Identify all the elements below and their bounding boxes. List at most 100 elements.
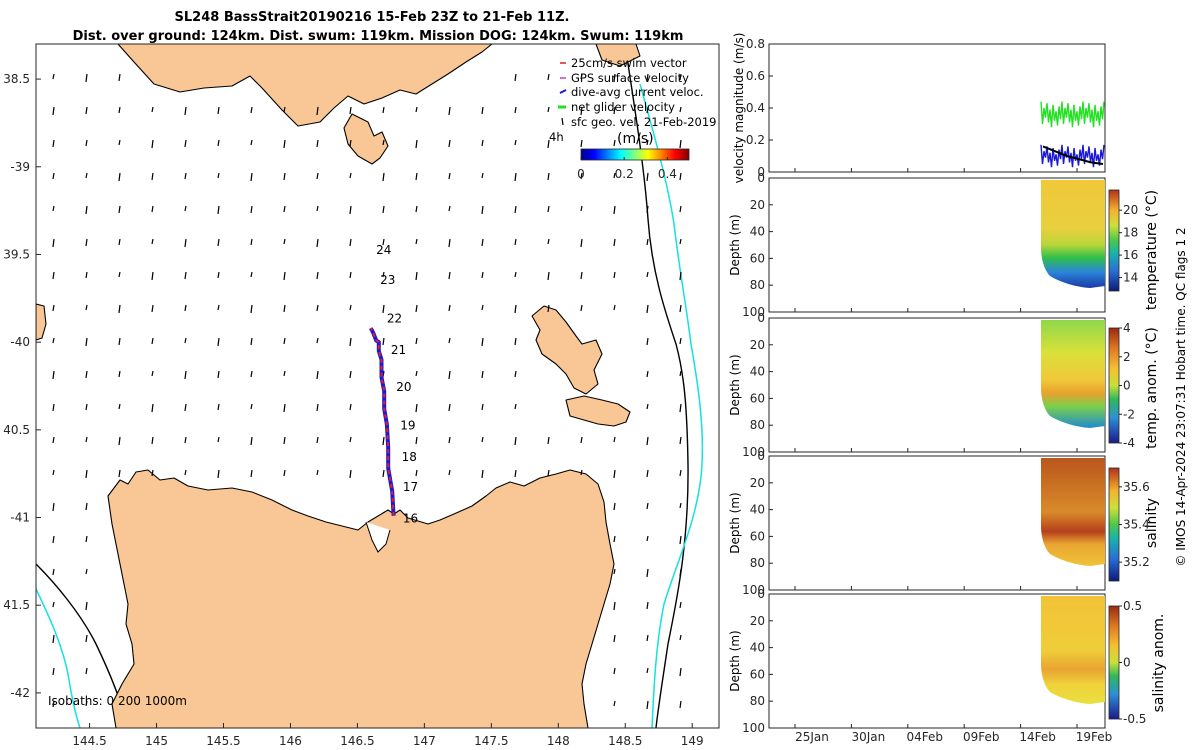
- current-vector: [316, 469, 319, 476]
- current-vector: [646, 535, 649, 542]
- current-vector: [217, 172, 220, 179]
- current-vector: [481, 370, 484, 379]
- current-vector: [118, 370, 121, 378]
- current-vector: [316, 436, 319, 444]
- current-vector: [514, 205, 517, 214]
- current-vector: [349, 403, 352, 411]
- current-vector: [382, 304, 385, 314]
- current-vector: [613, 634, 616, 643]
- land-wilsons-promontory: [343, 113, 389, 165]
- track-day-label: 23: [380, 273, 395, 287]
- current-vector: [217, 370, 220, 379]
- current-vector: [217, 469, 220, 479]
- current-vector: [85, 634, 88, 643]
- current-vector: [118, 106, 121, 114]
- current-vector: [415, 172, 418, 181]
- current-vector: [679, 535, 682, 545]
- velocity-y-tick-label: 0.6: [746, 69, 765, 83]
- current-vector: [151, 337, 154, 345]
- current-vector: [52, 634, 55, 644]
- velocity-dive-avg-series: [1040, 144, 1105, 168]
- current-vector: [316, 304, 319, 312]
- depth-tick-label: 100: [742, 721, 765, 735]
- current-vector: [613, 205, 616, 215]
- current-vector: [613, 601, 616, 611]
- map-title-line2: Dist. over ground: 124km. Dist. swum: 11…: [73, 29, 684, 44]
- colorbar-tick-label: -2: [1123, 407, 1135, 421]
- current-vector: [85, 568, 88, 575]
- time-axis: 25Jan 30Jan 04Feb 09Feb 14Feb 19Feb: [794, 168, 1112, 744]
- current-vector: [547, 304, 550, 313]
- temp-anomaly-field: [1041, 320, 1105, 428]
- map-y-axis: 38.5 -39 39.5 -40 40.5 -41 41.5 -42: [3, 72, 41, 700]
- current-vector: [514, 469, 517, 478]
- land-tasmania: [107, 469, 615, 728]
- current-vector: [481, 238, 484, 247]
- tamar-estuary: [365, 521, 391, 553]
- colorbar-tick-label: 35.4: [1123, 518, 1150, 532]
- current-vector: [514, 304, 517, 314]
- map-y-tick-label: -42: [10, 686, 30, 700]
- current-vector: [85, 238, 88, 247]
- current-vector: [283, 370, 286, 377]
- current-vector: [118, 337, 121, 346]
- current-vector: [283, 205, 286, 213]
- current-vector: [514, 139, 517, 146]
- depth-tick-label: 80: [750, 694, 765, 708]
- current-vector: [52, 238, 55, 248]
- current-vector: [184, 403, 187, 412]
- current-vector: [646, 634, 649, 642]
- current-vector: [283, 271, 286, 281]
- current-vector: [415, 205, 418, 213]
- salinity-anomaly-colorbar-label: salinity anom.: [1151, 614, 1167, 713]
- colorbar-tick-label: -4: [1123, 436, 1135, 450]
- current-vector: [613, 568, 616, 575]
- current-vector: [184, 337, 187, 344]
- current-vector: [118, 172, 121, 182]
- map-x-tick-label: 147: [413, 734, 436, 748]
- velocity-y-tick-label: 0.8: [746, 37, 765, 51]
- current-vector: [679, 271, 682, 281]
- depth-tick-label: 20: [750, 476, 765, 490]
- current-vector: [415, 304, 418, 313]
- depth-tick-label: 20: [750, 614, 765, 628]
- current-vector: [415, 403, 418, 413]
- map-x-tick-label: 145.5: [206, 734, 240, 748]
- current-vector: [679, 502, 682, 509]
- current-vector: [151, 469, 154, 477]
- land-cape-barren-island: [565, 395, 631, 427]
- map-x-tick-label: 147.5: [474, 734, 508, 748]
- current-vector: [184, 469, 187, 476]
- current-vector: [646, 172, 649, 182]
- current-vector: [679, 370, 682, 377]
- current-vector: [514, 370, 517, 378]
- map-cb-tick-label: 0.2: [615, 167, 634, 181]
- current-vector: [646, 403, 649, 410]
- current-vector: [547, 73, 550, 81]
- current-vector: [283, 436, 286, 445]
- current-vector: [52, 337, 55, 344]
- depth-tick-label: 0: [757, 587, 765, 601]
- legend-scale-4h: 4h: [549, 130, 564, 144]
- current-vector: [52, 271, 55, 280]
- current-vector: [217, 205, 220, 215]
- map-y-tick-label: -40: [10, 335, 30, 349]
- current-vector: [646, 469, 649, 478]
- current-vector: [184, 172, 187, 180]
- current-vector: [646, 436, 649, 446]
- current-vector: [250, 469, 253, 478]
- current-vector: [85, 436, 88, 443]
- colorbar-tick-label: 35.6: [1123, 480, 1150, 494]
- land-king-island-west: [36, 303, 47, 341]
- current-vector: [85, 535, 88, 543]
- current-vector: [349, 304, 352, 311]
- current-vector: [679, 601, 682, 609]
- current-vector: [250, 337, 253, 346]
- current-vector: [679, 337, 682, 345]
- current-vector: [382, 139, 385, 146]
- current-vector: [613, 106, 616, 115]
- map-y-tick-label: 39.5: [3, 247, 30, 261]
- current-vector: [52, 139, 55, 148]
- current-vector: [184, 238, 187, 248]
